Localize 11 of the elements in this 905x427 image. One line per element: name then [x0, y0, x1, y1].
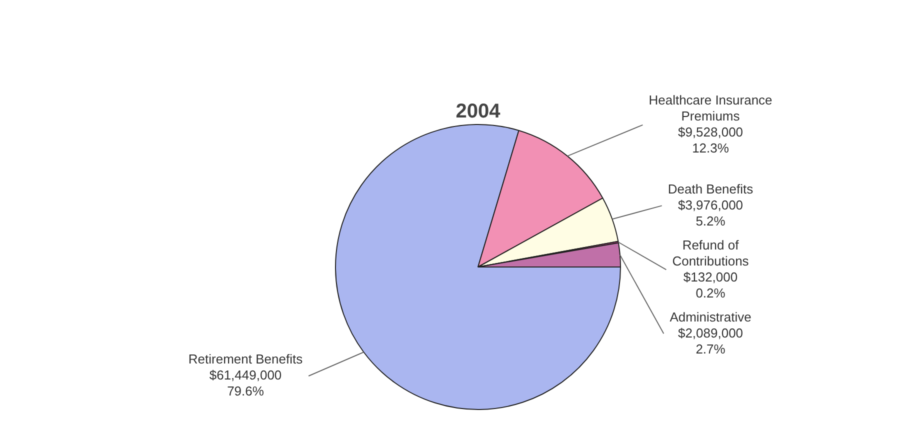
slice-label: Death Benefits: [668, 181, 754, 196]
slice-label: Refund of Contributions: [672, 237, 750, 268]
slice-label: Healthcare Insurance Premiums: [648, 92, 772, 124]
chart-title: 2004: [456, 100, 502, 123]
data-label: $2,089,000 2.7%: [678, 325, 744, 356]
data-label: $3,976,000 5.2%: [678, 197, 744, 228]
slice-label: Retirement Benefits: [188, 352, 304, 367]
data-label: $9,528,000 12.3%: [678, 124, 744, 156]
slice-label: Administrative: [670, 309, 752, 324]
data-label: $61,449,000 79.6%: [209, 368, 282, 399]
data-label: $132,000 0.2%: [683, 269, 738, 300]
